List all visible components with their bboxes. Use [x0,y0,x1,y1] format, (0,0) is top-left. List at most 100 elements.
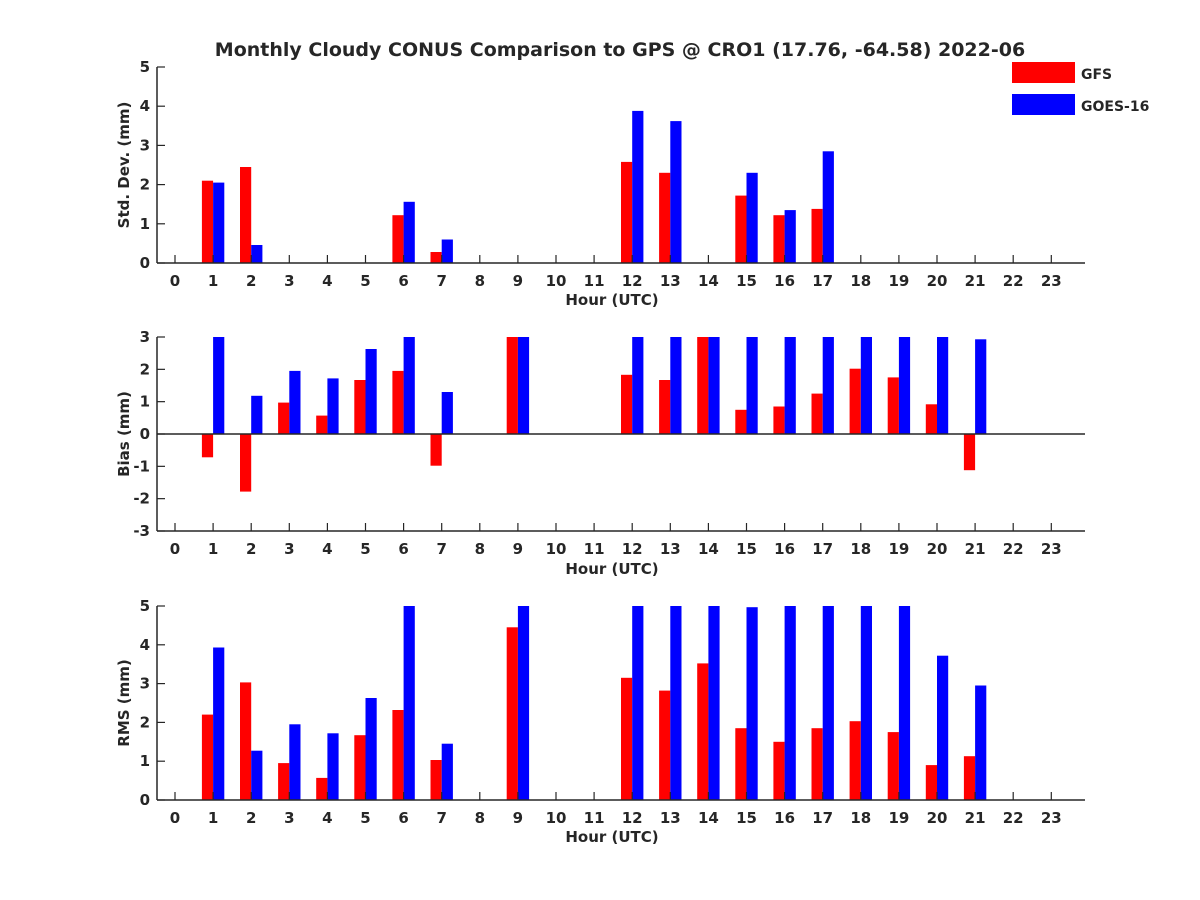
x-tick-label-21: 21 [965,540,986,558]
x-tick-label-20: 20 [927,272,948,290]
bar-gfs-hour-20 [925,404,937,434]
x-tick-label-8: 8 [475,809,485,827]
bar-gfs-hour-5 [354,735,366,800]
chart-title: Monthly Cloudy CONUS Comparison to GPS @… [215,39,1025,61]
bar-gfs-hour-14 [697,663,709,800]
bar-gfs-hour-17 [811,208,823,263]
bar-gfs-hour-2 [240,434,252,492]
y-tick-label-0: 0 [140,791,150,809]
bar-gfs-hour-17 [811,393,823,434]
y-tick-label-5: 5 [140,597,150,615]
bar-gfs-hour-7 [430,760,442,800]
bar-gfs-hour-6 [392,215,404,263]
y-axis-label: RMS (mm) [115,659,133,746]
legend: GFS GOES-16 [1012,62,1149,115]
bar-goes16-hour-13 [670,121,682,263]
bar-gfs-hour-9 [506,627,518,800]
bar-goes16-hour-13 [670,337,682,434]
x-tick-label-7: 7 [436,809,446,827]
bar-goes16-hour-1 [213,182,225,263]
bar-gfs-hour-13 [659,690,671,800]
x-axis-label: Hour (UTC) [565,560,658,578]
bar-gfs-hour-16 [773,406,785,434]
y-tick-label-2: 2 [140,360,150,378]
bar-goes16-hour-2 [251,245,263,263]
x-tick-label-16: 16 [774,809,795,827]
bar-goes16-hour-9 [517,606,530,800]
y-tick-label-3: 3 [140,136,150,154]
x-tick-label-21: 21 [965,272,986,290]
bar-goes16-hour-21 [975,685,987,800]
x-tick-label-22: 22 [1003,540,1024,558]
bar-gfs-hour-17 [811,728,823,800]
x-tick-label-9: 9 [513,809,523,827]
x-tick-label-6: 6 [398,272,408,290]
bar-goes16-hour-9 [517,337,530,434]
x-tick-label-18: 18 [850,272,871,290]
x-tick-label-3: 3 [284,272,294,290]
x-tick-label-12: 12 [622,540,643,558]
bar-gfs-hour-9 [506,337,518,434]
x-tick-label-20: 20 [927,809,948,827]
bar-goes16-hour-5 [365,349,377,434]
x-tick-label-15: 15 [736,540,757,558]
bar-gfs-hour-18 [849,721,861,800]
x-tick-label-1: 1 [208,809,218,827]
y-tick-label-2: 2 [140,176,150,194]
x-tick-label-14: 14 [698,809,719,827]
x-axis-label: Hour (UTC) [565,291,658,309]
bar-goes16-hour-6 [403,337,415,434]
x-tick-label-9: 9 [513,540,523,558]
bar-goes16-hour-21 [975,339,987,434]
bar-goes16-hour-18 [860,337,872,434]
x-tick-label-12: 12 [622,272,643,290]
bar-gfs-hour-7 [430,252,442,263]
bar-goes16-hour-18 [860,606,872,800]
bar-gfs-hour-1 [201,180,214,263]
y-tick-label-2: 2 [140,713,150,731]
bar-gfs-hour-15 [735,195,747,263]
bar-goes16-hour-16 [784,337,796,434]
y-tick-label-1: 1 [140,752,150,770]
bar-gfs-hour-19 [887,732,899,800]
x-tick-label-13: 13 [660,272,681,290]
bar-gfs-hour-5 [354,380,366,434]
y-tick-label--2: -2 [133,490,150,508]
y-tick-label-0: 0 [140,254,150,272]
y-tick-label-4: 4 [140,636,150,654]
legend-label-goes16: GOES-16 [1081,99,1149,115]
x-tick-label-15: 15 [736,272,757,290]
bar-goes16-hour-17 [822,606,834,800]
x-tick-label-22: 22 [1003,272,1024,290]
x-tick-label-16: 16 [774,272,795,290]
bar-goes16-hour-12 [632,110,644,264]
bar-gfs-hour-4 [316,415,328,434]
bar-goes16-hour-2 [251,750,263,800]
bar-goes16-hour-16 [784,210,796,263]
bar-goes16-hour-1 [213,337,225,434]
legend-swatch-gfs [1012,62,1075,83]
y-tick-label-1: 1 [140,393,150,411]
x-tick-label-10: 10 [546,540,567,558]
y-tick-label-4: 4 [140,97,150,115]
x-tick-label-20: 20 [927,540,948,558]
x-tick-label-14: 14 [698,540,719,558]
x-tick-label-21: 21 [965,809,986,827]
bar-gfs-hour-4 [316,777,328,800]
bar-gfs-hour-6 [392,710,404,800]
y-tick-label--1: -1 [133,457,150,475]
bar-gfs-hour-12 [621,161,633,263]
bar-goes16-hour-15 [746,607,758,800]
bar-gfs-hour-7 [430,434,442,466]
y-axis-label: Std. Dev. (mm) [115,102,133,229]
bar-goes16-hour-3 [289,370,301,434]
x-tick-label-23: 23 [1041,272,1062,290]
bar-goes16-hour-15 [746,172,758,263]
y-tick-label-5: 5 [140,58,150,76]
x-axis-label: Hour (UTC) [565,828,658,846]
bar-gfs-hour-12 [621,374,633,434]
x-tick-label-15: 15 [736,809,757,827]
bar-goes16-hour-17 [822,151,834,263]
x-tick-label-19: 19 [888,540,909,558]
x-tick-label-4: 4 [322,809,332,827]
